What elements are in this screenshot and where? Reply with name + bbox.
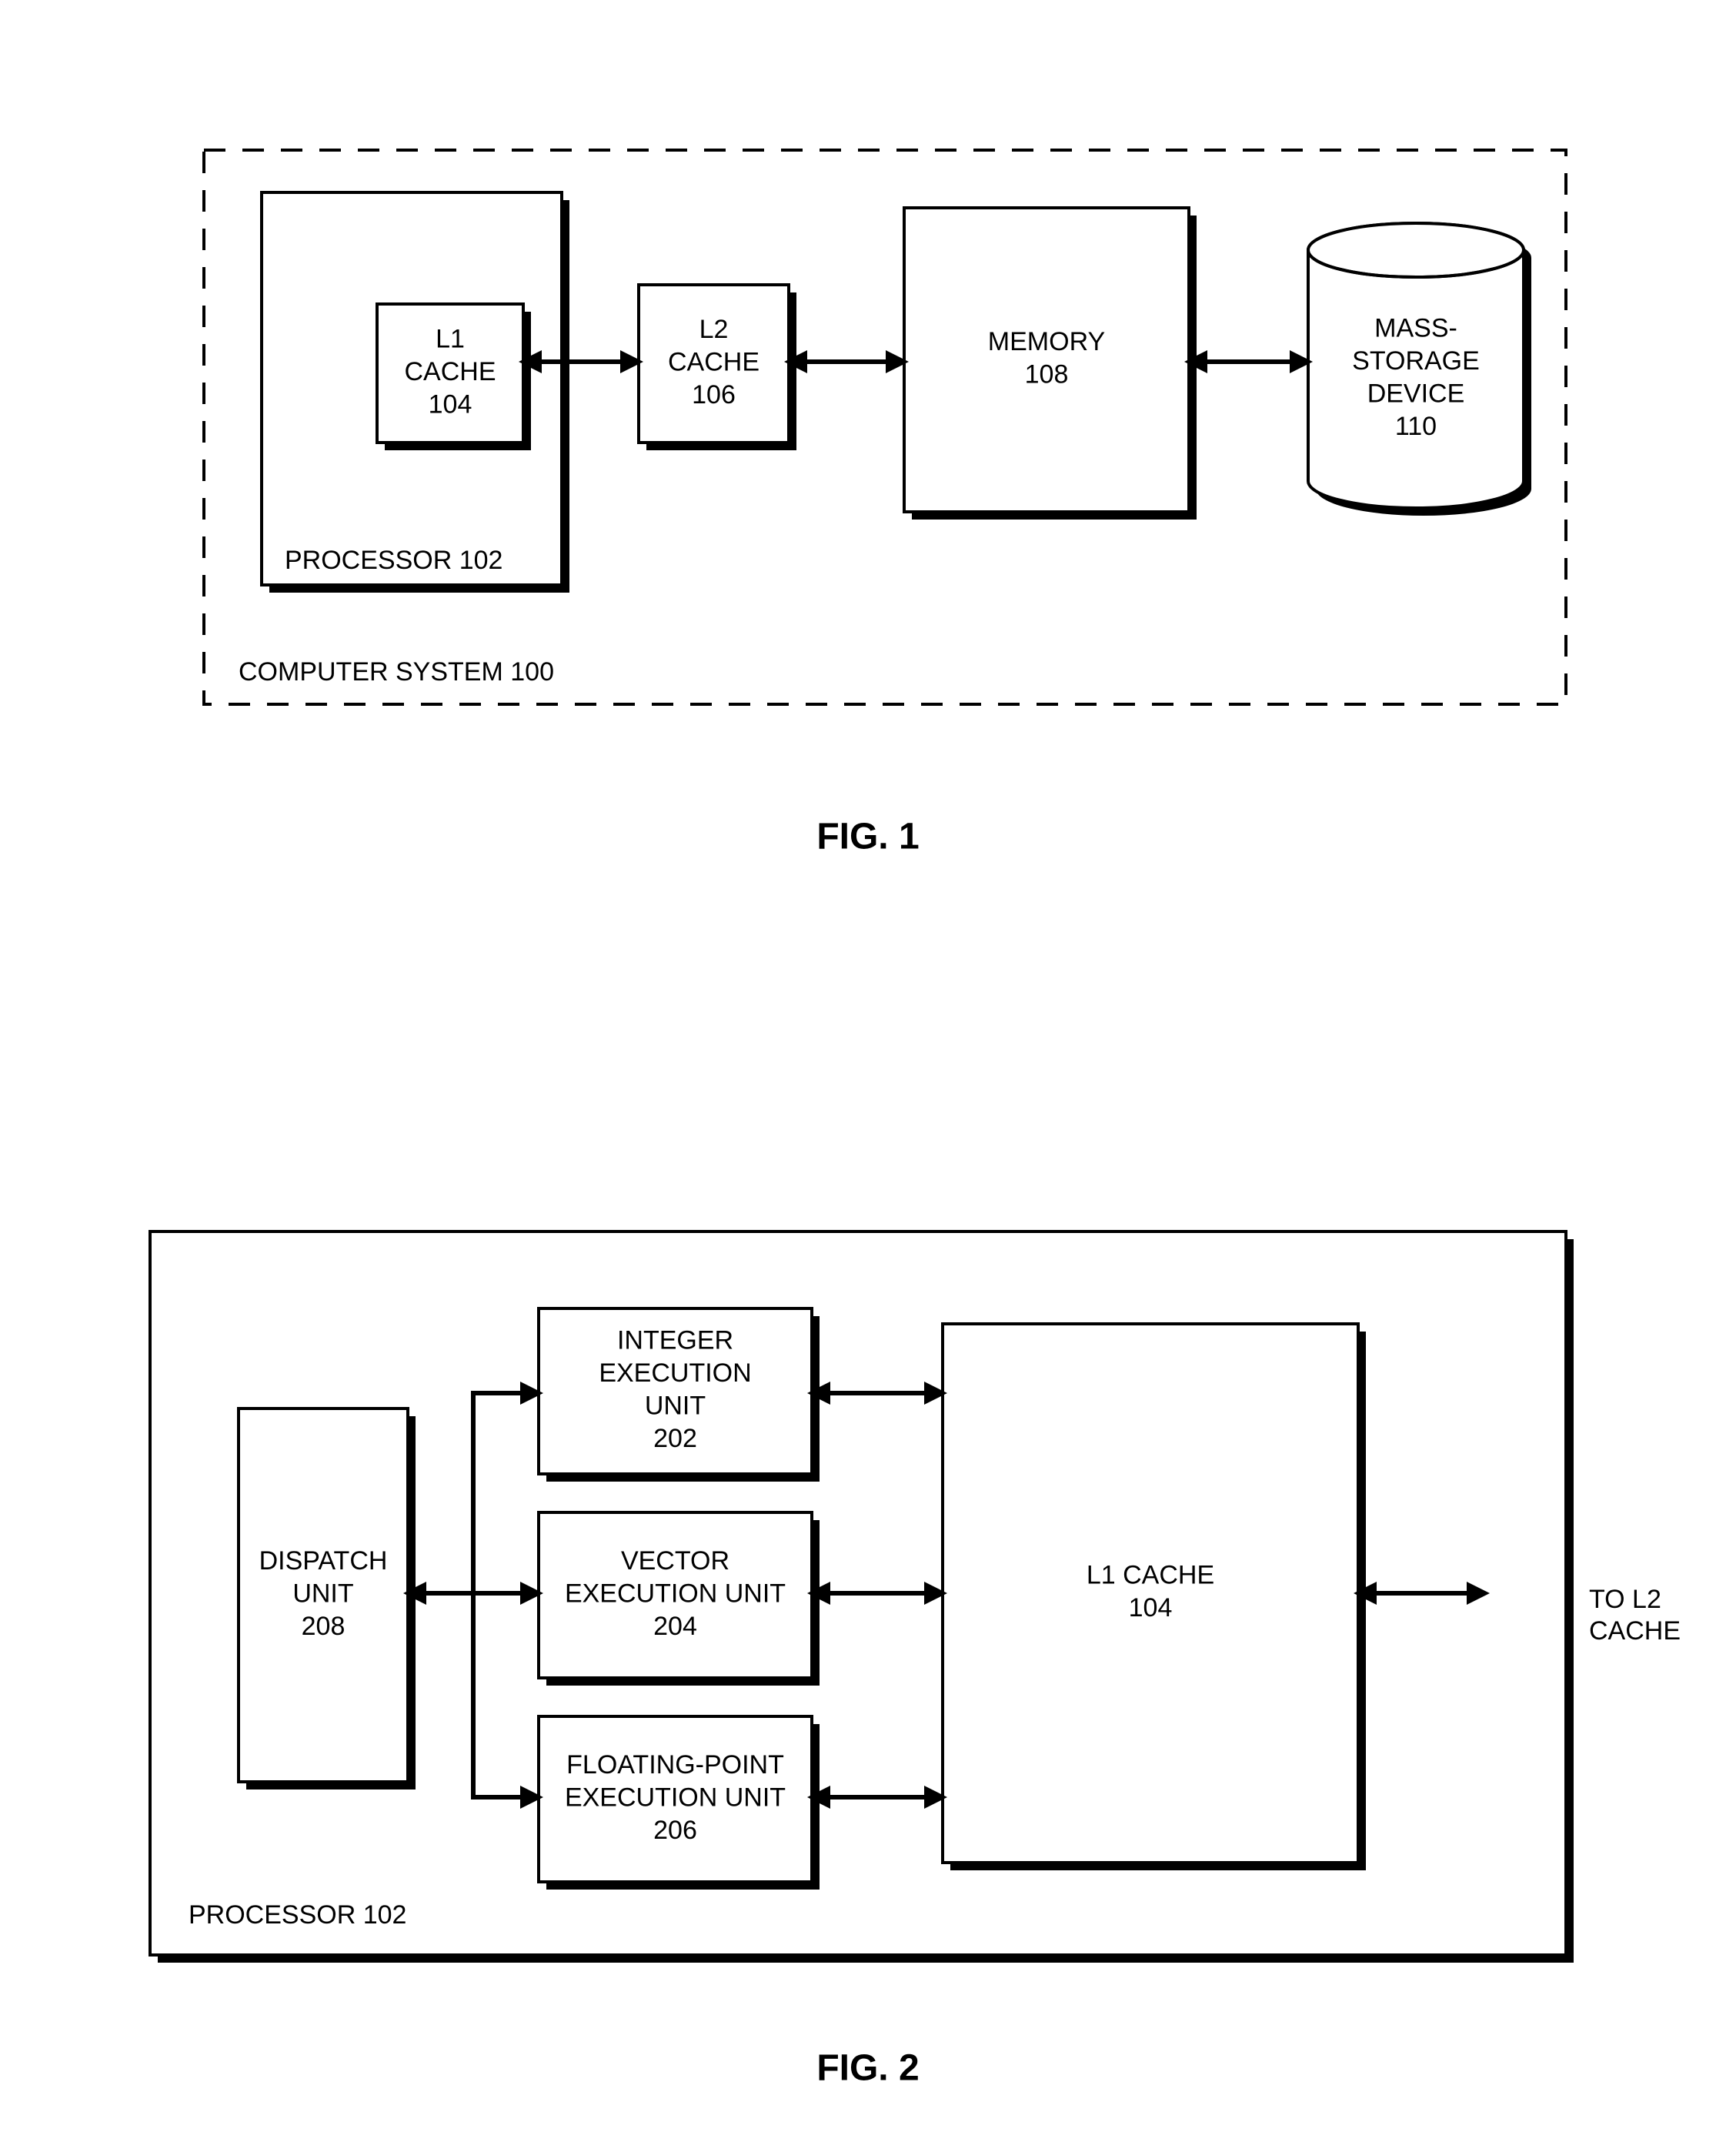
label-line: FLOATING-POINT — [566, 1750, 784, 1779]
to-l2-label: CACHE — [1589, 1616, 1681, 1646]
label-line: 110 — [1395, 412, 1437, 441]
label-line: DISPATCH — [259, 1546, 388, 1576]
fig2-vec-unit: VECTOR EXECUTION UNIT 204 — [539, 1512, 820, 1686]
label-line: CACHE — [668, 347, 760, 376]
label-line: MASS- — [1374, 314, 1457, 343]
label-line: VECTOR — [621, 1546, 729, 1576]
fig2-dispatch-unit: DISPATCH UNIT 208 — [239, 1409, 416, 1789]
label-line: 104 — [429, 389, 472, 419]
label-line: L1 — [436, 324, 465, 353]
label-line: UNIT — [645, 1392, 706, 1421]
fig1-container-label: COMPUTER SYSTEM 100 — [239, 657, 554, 687]
fig1-l2-cache: L2 CACHE 106 — [639, 285, 796, 450]
label-line: 202 — [653, 1424, 697, 1453]
label-line: 208 — [302, 1612, 346, 1641]
label-line: MEMORY — [988, 327, 1105, 356]
label-line: EXECUTION UNIT — [565, 1579, 786, 1608]
fig2-l1-cache: L1 CACHE 104 — [943, 1324, 1366, 1870]
label-line: 104 — [1129, 1593, 1173, 1622]
fig2-title: FIG. 2 — [816, 2048, 919, 2089]
fig2-fp-unit: FLOATING-POINT EXECUTION UNIT 206 — [539, 1716, 820, 1890]
label-line: L2 — [699, 315, 729, 344]
label-line: CACHE — [404, 357, 496, 386]
label-line: EXECUTION — [599, 1358, 751, 1388]
label-line: 106 — [692, 380, 736, 409]
label-line: 206 — [653, 1816, 697, 1845]
label-line: EXECUTION UNIT — [565, 1783, 786, 1812]
label-line: UNIT — [292, 1579, 353, 1608]
label-line: INTEGER — [617, 1326, 733, 1355]
label-line: L1 CACHE — [1087, 1561, 1214, 1590]
fig1-l1-cache: L1 CACHE 104 — [377, 304, 531, 450]
processor-label: PROCESSOR 102 — [285, 546, 502, 575]
label-line: STORAGE — [1352, 346, 1480, 376]
label-line: 108 — [1025, 360, 1069, 389]
fig1-memory: MEMORY 108 — [904, 208, 1197, 520]
fig1-storage: MASS- STORAGEDEVICE 110 — [1308, 223, 1531, 516]
to-l2-label: TO L2 — [1589, 1585, 1661, 1614]
fig2-container-label: PROCESSOR 102 — [189, 1900, 406, 1930]
label-line: DEVICE — [1367, 379, 1465, 409]
fig1-title: FIG. 1 — [816, 817, 919, 857]
label-line: 204 — [653, 1612, 697, 1641]
fig2-int-unit: INTEGER EXECUTION UNIT 202 — [539, 1308, 820, 1482]
